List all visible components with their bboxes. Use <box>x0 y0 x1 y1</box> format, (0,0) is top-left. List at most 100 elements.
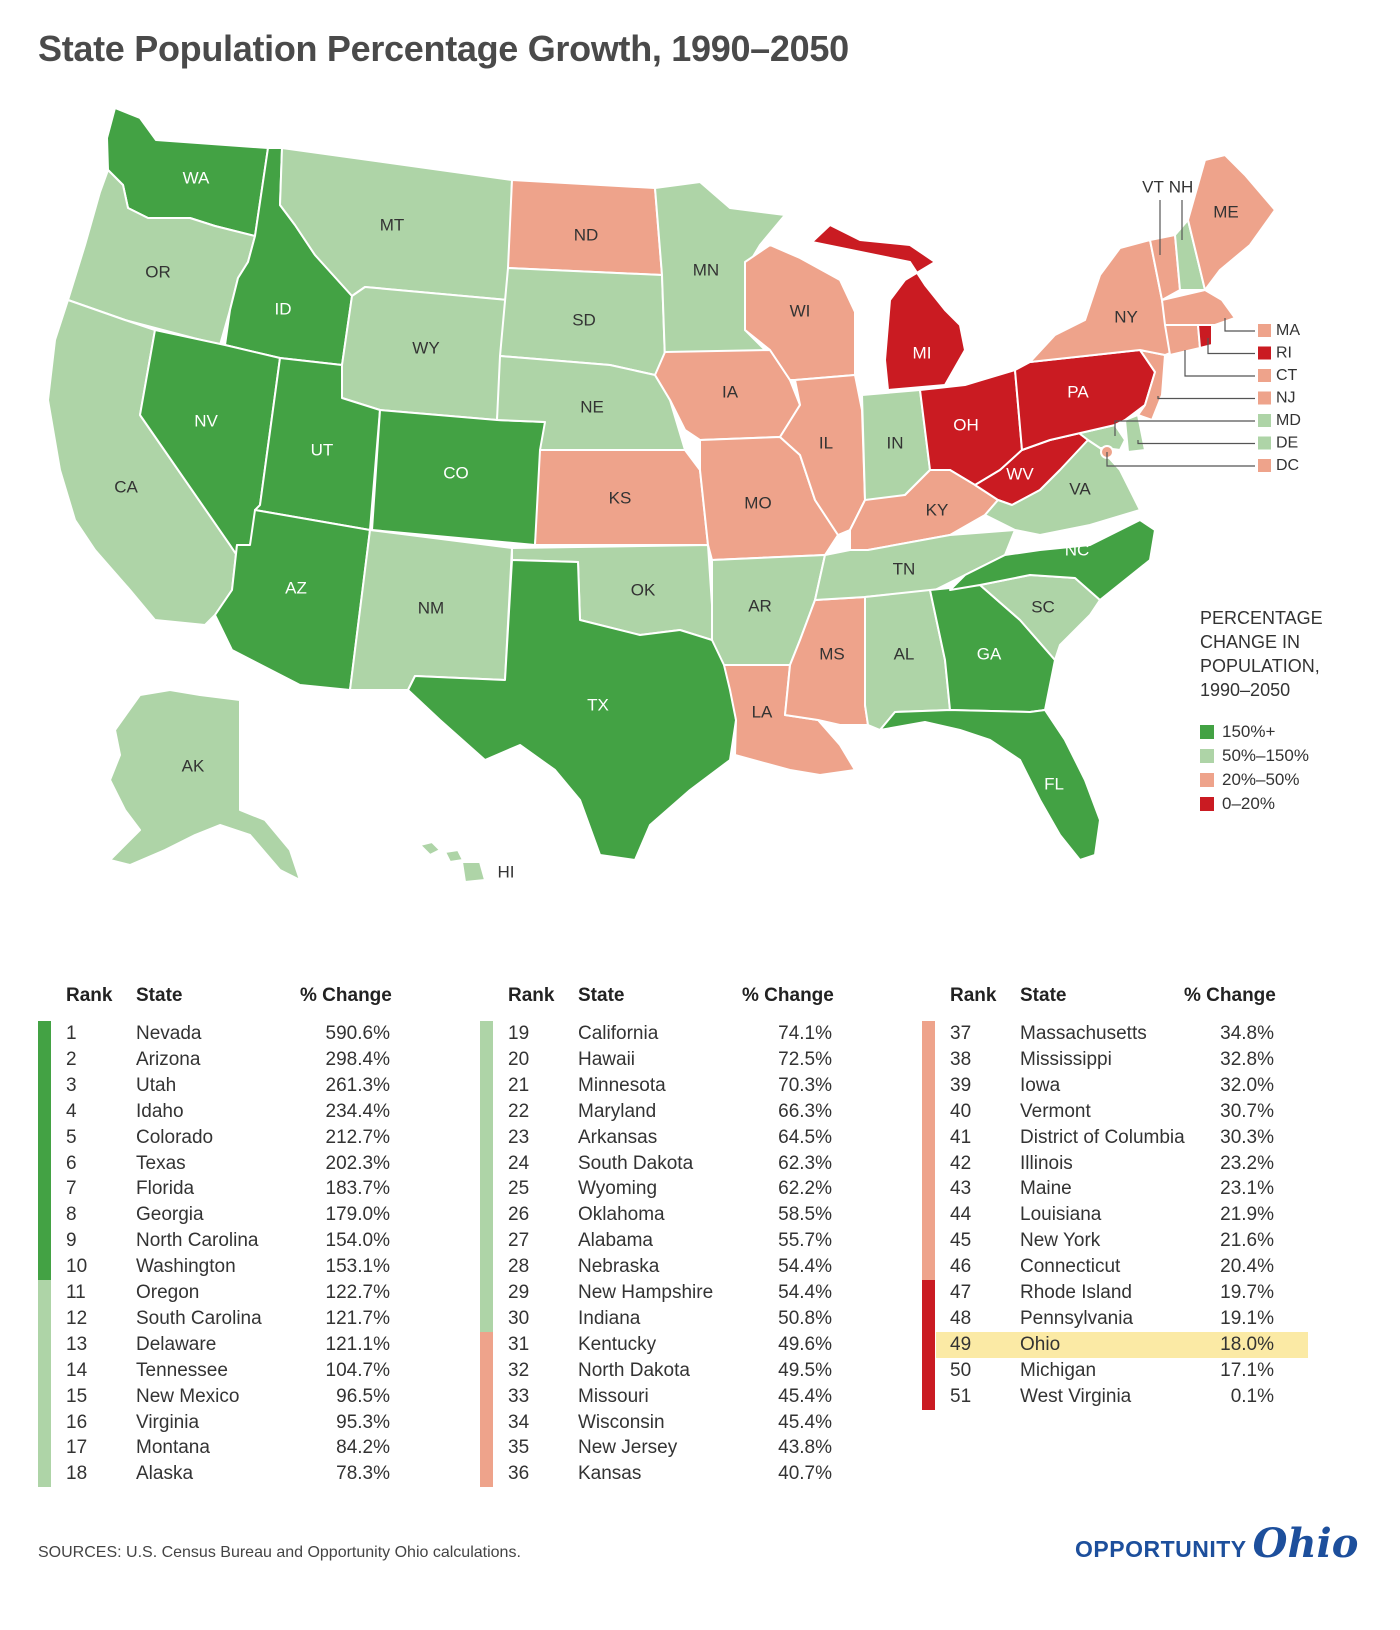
state-label-in: IN <box>887 433 904 452</box>
state-label-tx: TX <box>587 695 609 714</box>
rank-cell: 51 <box>950 1385 972 1407</box>
change-cell: 153.1% <box>325 1256 390 1278</box>
table-row: 28 Nebraska 54.4% <box>480 1254 930 1280</box>
table-row: 48 Pennsylvania 19.1% <box>922 1306 1372 1332</box>
callout-swatch-ct <box>1258 369 1271 382</box>
rank-cell: 20 <box>508 1048 530 1070</box>
table-row: 11 Oregon 122.7% <box>38 1280 488 1306</box>
table-row: 27 Alabama 55.7% <box>480 1228 930 1254</box>
state-cell: Wisconsin <box>578 1411 665 1433</box>
state-label-ky: KY <box>926 500 949 519</box>
table-row: 19 California 74.1% <box>480 1021 930 1047</box>
state-cell: Arizona <box>136 1048 201 1070</box>
rank-cell: 16 <box>66 1411 88 1433</box>
state-cell: West Virginia <box>1020 1385 1132 1407</box>
change-cell: 202.3% <box>325 1152 390 1174</box>
header-state: State <box>578 985 625 1006</box>
chart-title: State Population Percentage Growth, 1990… <box>38 28 849 69</box>
table-row: 32 North Dakota 49.5% <box>480 1358 930 1384</box>
change-cell: 58.5% <box>778 1204 832 1226</box>
table-column-3: Rank State % Change 37 Massachusetts 34.8% 38 M… <box>922 985 1372 1495</box>
table-row: 29 New Hampshire 54.4% <box>480 1280 930 1306</box>
legend-title-line: 1990–2050 <box>1200 680 1291 700</box>
leader-line-de <box>1137 440 1255 445</box>
callout-label-ct: CT <box>1276 367 1298 384</box>
table-row: 36 Kansas 40.7% <box>480 1461 930 1487</box>
state-label-al: AL <box>894 644 915 663</box>
state-label-nm: NM <box>418 598 444 617</box>
state-label-il: IL <box>819 433 833 452</box>
legend-item-0-20: 0–20% <box>1200 792 1390 816</box>
rank-cell: 22 <box>508 1100 530 1122</box>
change-cell: 298.4% <box>325 1048 390 1070</box>
state-cell: Alabama <box>578 1230 653 1252</box>
rank-cell: 12 <box>66 1307 88 1329</box>
change-cell: 590.6% <box>325 1023 390 1044</box>
rank-cell: 25 <box>508 1178 530 1200</box>
change-cell: 62.2% <box>778 1178 832 1200</box>
state-cell: Oregon <box>136 1282 200 1303</box>
change-cell: 54.4% <box>778 1256 832 1278</box>
rank-cell: 4 <box>66 1100 77 1122</box>
callout-swatch-md <box>1258 414 1271 427</box>
rank-cell: 28 <box>508 1256 530 1278</box>
rank-cell: 7 <box>66 1178 77 1200</box>
state-label-wy: WY <box>412 338 439 357</box>
change-cell: 23.1% <box>1220 1178 1274 1200</box>
state-cell: North Dakota <box>578 1359 690 1381</box>
change-cell: 95.3% <box>336 1411 390 1433</box>
state-cell: Wyoming <box>578 1178 658 1200</box>
legend-title: PERCENTAGE CHANGE IN POPULATION, 1990–20… <box>1200 606 1390 702</box>
state-cell: Delaware <box>136 1333 217 1355</box>
table-row: 37 Massachusetts 34.8% <box>922 1021 1372 1047</box>
state-label-mn: MN <box>693 260 719 279</box>
change-cell: 154.0% <box>325 1230 390 1252</box>
rank-cell: 40 <box>950 1100 972 1122</box>
state-IL <box>779 374 866 536</box>
table-column-1: Rank State % Change 1 Nevada 590.6% 2 Arizona 29… <box>38 985 488 1495</box>
rank-cell: 3 <box>66 1074 77 1096</box>
state-label-ks: KS <box>609 488 632 507</box>
table-row: 46 Connecticut 20.4% <box>922 1254 1372 1280</box>
change-cell: 49.5% <box>778 1359 832 1381</box>
rank-cell: 46 <box>950 1256 972 1278</box>
legend-title-line: PERCENTAGE <box>1200 608 1323 628</box>
table-header: Rank State % Change <box>922 985 1372 1015</box>
change-cell: 212.7% <box>325 1126 390 1148</box>
rank-cell: 2 <box>66 1048 77 1070</box>
table-row: 13 Delaware 121.1% <box>38 1332 488 1358</box>
change-cell: 30.3% <box>1220 1126 1274 1148</box>
category-bar <box>38 1280 51 1488</box>
category-bar <box>922 1021 935 1280</box>
leader-line-dc <box>1106 452 1255 467</box>
table-row: 9 North Carolina 154.0% <box>38 1228 488 1254</box>
callout-swatch-de <box>1258 436 1271 450</box>
callout-label-ma: MA <box>1276 322 1300 339</box>
rank-cell: 9 <box>66 1230 77 1252</box>
callout-label-nj: NJ <box>1276 390 1296 407</box>
table-row: 30 Indiana 50.8% <box>480 1306 930 1332</box>
opportunity-ohio-logo: OPPORTUNITY Ohio <box>1075 1520 1358 1567</box>
state-label-mt: MT <box>380 215 405 234</box>
rank-cell: 37 <box>950 1023 972 1044</box>
rank-cell: 14 <box>66 1359 88 1381</box>
state-label-ak: AK <box>182 756 205 775</box>
change-cell: 96.5% <box>336 1385 390 1407</box>
state-cell: Arkansas <box>578 1126 658 1148</box>
state-FL <box>879 709 1101 861</box>
callout-swatch-ma <box>1258 324 1271 337</box>
state-cell: Indiana <box>578 1307 641 1329</box>
change-cell: 40.7% <box>778 1463 832 1485</box>
table-row: 49 Ohio 18.0% <box>922 1332 1372 1358</box>
change-cell: 78.3% <box>336 1463 390 1485</box>
legend-label: 0–20% <box>1222 794 1275 813</box>
rank-cell: 43 <box>950 1178 972 1200</box>
state-VA <box>984 439 1141 536</box>
rank-cell: 1 <box>66 1023 77 1044</box>
rank-cell: 41 <box>950 1126 972 1148</box>
state-NJ <box>1137 349 1166 421</box>
category-bar <box>480 1331 493 1488</box>
ranking-table: Rank State % Change 1 Nevada 590.6% 2 Arizona 29… <box>38 985 1368 1495</box>
change-cell: 20.4% <box>1220 1256 1274 1278</box>
rank-cell: 36 <box>508 1463 530 1485</box>
